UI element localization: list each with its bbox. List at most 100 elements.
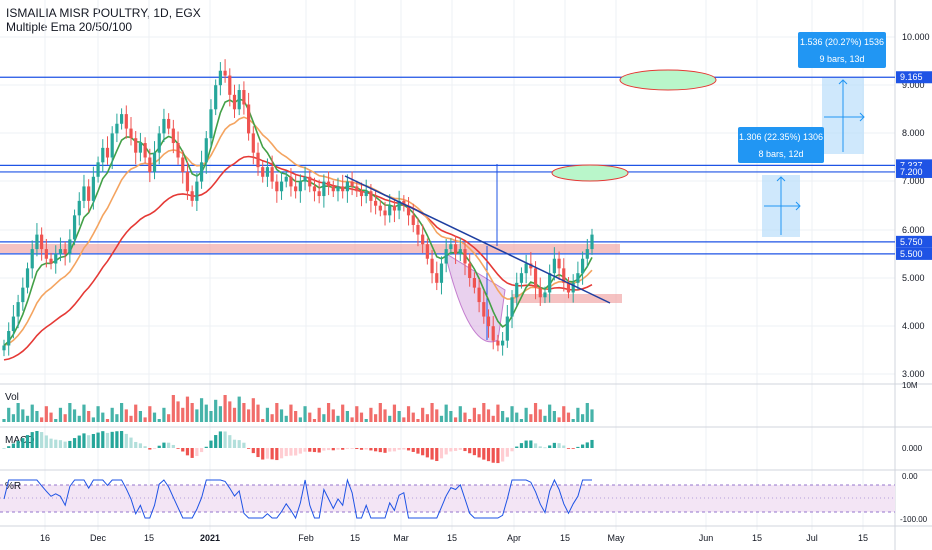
macd-bar [195,448,199,457]
target-ellipse-upper[interactable] [619,69,717,91]
volume-bar [2,419,6,422]
macd-bar [265,448,270,459]
volume-bars[interactable] [2,395,594,422]
volume-bar [124,409,128,422]
support-zone[interactable] [512,294,622,303]
time-tick: Feb [298,533,314,543]
volume-bar [421,407,425,422]
macd-bar [439,448,444,459]
macd-bar [275,448,279,461]
volume-bar [44,406,48,422]
candle-body [416,224,420,235]
candlestick-series[interactable] [2,59,594,357]
macd-bar [25,435,30,448]
macd-bar [529,440,533,448]
level-label: 5.750 [900,237,923,247]
candle-body [261,167,265,177]
macd-bar [397,448,401,450]
candle-body [566,282,571,293]
macd-bar [392,448,397,452]
candle-body [374,200,378,206]
measure-tool-lower[interactable]: 1.306 (22.35%) 1306 8 bars, 12d [738,127,824,237]
volume-bar [25,415,30,422]
volume-bar [312,419,317,422]
candle-body [171,128,175,144]
ema50-line[interactable] [3,116,593,347]
ema100-line[interactable] [3,155,593,361]
candle-body [355,186,359,192]
level-label: 7.200 [900,167,923,177]
volume-bar [289,404,293,422]
macd-histogram[interactable] [2,431,594,464]
symbol-title[interactable]: ISMAILIA MISR POULTRY, 1D, EGX [6,6,201,20]
candle-body [110,133,114,158]
volume-bar [468,419,472,422]
level-label: 7.337 [900,160,923,170]
candle-body [369,191,373,201]
candle-body [552,258,556,274]
macd-bar [256,448,260,458]
candle-body [185,171,190,192]
wr-line[interactable] [3,478,592,520]
macd-bar [96,432,100,448]
price-tick: 5.000 [902,273,925,283]
volume-bar [374,414,378,422]
volume-bar [397,411,401,422]
candle-body [486,316,491,327]
volume-bar [585,403,589,422]
candle-body [543,292,547,298]
volume-bar [190,403,194,422]
price-tick: 4.000 [902,321,925,331]
candle-body [336,186,340,192]
macd-bar [430,448,434,460]
horizontal-levels[interactable] [0,76,895,255]
volume-bar [162,407,166,422]
candle-body [148,157,152,172]
candle-body [138,143,143,153]
volume-bar [378,403,382,422]
macd-bar [364,448,368,450]
candle-body [529,263,533,269]
macd-bar [557,443,561,448]
volume-bar [308,412,312,422]
macd-bar [143,446,147,448]
volume-bar [110,407,114,422]
macd-bar [524,440,528,448]
candle-body [7,331,11,346]
volume-bar [143,417,147,422]
candle-body [430,258,434,274]
level-label-bg [896,71,932,84]
candle-body [49,258,53,264]
candle-body [425,244,429,259]
macd-bar [341,448,345,450]
volume-bar [270,414,274,422]
time-tick: 2021 [200,533,220,543]
time-axis[interactable]: 16 Dec 15 2021 Feb 15 Mar 15 Apr 15 May … [40,533,868,543]
resistance-zone[interactable] [0,244,620,253]
volume-bar [199,398,204,422]
volume-bar [120,403,124,422]
volume-bar [411,412,415,422]
macd-bar [134,441,138,448]
candle-body [463,249,467,264]
target-ellipse-lower[interactable] [551,164,629,182]
ema20-line[interactable] [3,98,593,347]
measure-tool-upper[interactable]: 1.536 (20.27%) 1536 9 bars, 13d [798,32,886,154]
volume-axis-tick: 10M [902,381,918,390]
macd-bar [444,448,448,455]
price-axis[interactable]: 10.000 9.000 8.000 7.000 6.000 5.000 4.0… [902,32,930,379]
macd-bar [369,448,373,451]
candle-body [63,249,67,254]
cup-pattern[interactable] [444,251,506,343]
volume-bar [317,407,321,422]
volume-bar [566,412,571,422]
level-label: 5.500 [900,249,923,259]
candle-body [533,268,538,288]
macd-bar [505,448,509,457]
trendline[interactable] [344,175,611,304]
macd-bar [105,432,110,448]
indicator-label[interactable]: Multiple Ema 20/50/100 [6,20,133,34]
volume-bar [548,404,552,422]
macd-bar [374,448,378,452]
